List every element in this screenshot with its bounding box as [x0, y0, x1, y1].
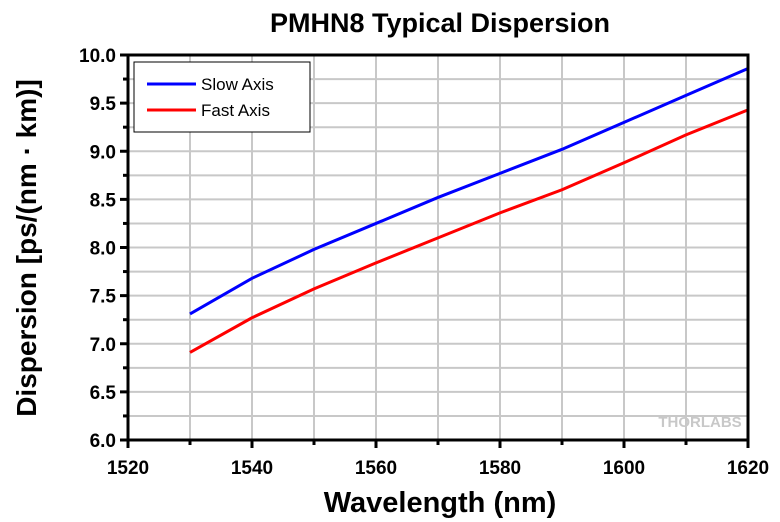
x-tick-label: 1600: [603, 458, 645, 479]
x-tick-label: 1520: [107, 458, 149, 479]
series-group: [189, 67, 749, 354]
y-tick-label: 10.0: [79, 46, 116, 67]
y-tick-label: 7.0: [90, 335, 116, 356]
thorlabs-watermark: THORLABS: [658, 414, 741, 431]
series-line-slow-axis: [189, 67, 749, 316]
y-tick-label: 9.0: [90, 142, 116, 163]
y-tick-label: 6.0: [90, 431, 116, 452]
chart-title: PMHN8 Typical Dispersion: [270, 8, 610, 38]
x-tick-label: 1580: [479, 458, 521, 479]
legend-label-0: Slow Axis: [201, 75, 274, 94]
y-tick-label: 7.5: [90, 287, 117, 308]
grid: [128, 55, 748, 440]
x-tick-label: 1540: [231, 458, 273, 479]
legend: Slow Axis Fast Axis: [133, 61, 311, 133]
x-axis-label: Wavelength (nm): [324, 487, 557, 519]
y-tick-label: 6.5: [90, 383, 117, 404]
axis-ticks: 1520 1540 1560 1580 1600 1620 6.0 6.5 7.0 7.5 8.0 8…: [79, 46, 769, 479]
y-tick-label: 9.5: [90, 94, 117, 115]
legend-label-1: Fast Axis: [201, 101, 270, 120]
x-tick-label: 1560: [355, 458, 397, 479]
y-axis-label: Dispersion [ps/(nm · km)]: [11, 79, 42, 417]
x-tick-label: 1620: [727, 458, 769, 479]
y-tick-label: 8.0: [90, 239, 116, 260]
series-line-fast-axis: [189, 108, 749, 354]
y-tick-label: 8.5: [90, 190, 117, 211]
